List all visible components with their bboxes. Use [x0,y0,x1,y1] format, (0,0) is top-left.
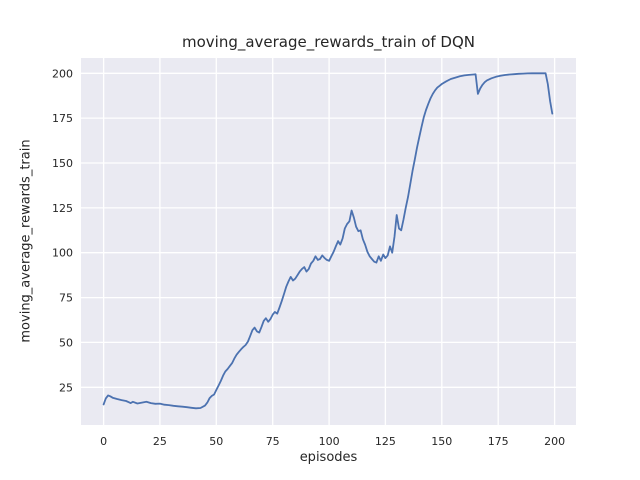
x-tick-label: 125 [375,435,396,448]
x-tick-label: 150 [431,435,452,448]
x-tick-label: 0 [100,435,107,448]
x-tick-label: 75 [266,435,280,448]
x-tick-label: 50 [209,435,223,448]
y-tick-label: 25 [59,381,73,394]
x-tick-label: 175 [488,435,509,448]
y-axis-label: moving_average_rewards_train [18,139,34,343]
y-tick-label: 50 [59,336,73,349]
y-tick-label: 75 [59,292,73,305]
y-tick-label: 100 [52,247,73,260]
y-tick-label: 175 [52,112,73,125]
x-tick-label: 200 [544,435,565,448]
x-tick-label: 25 [153,435,167,448]
x-axis-label: episodes [299,450,358,465]
x-tick-label: 100 [319,435,340,448]
chart-title: moving_average_rewards_train of DQN [181,33,476,51]
y-tick-label: 125 [52,202,73,215]
y-tick-label: 150 [52,157,73,170]
y-tick-label: 200 [52,67,73,80]
line-series [102,72,554,410]
